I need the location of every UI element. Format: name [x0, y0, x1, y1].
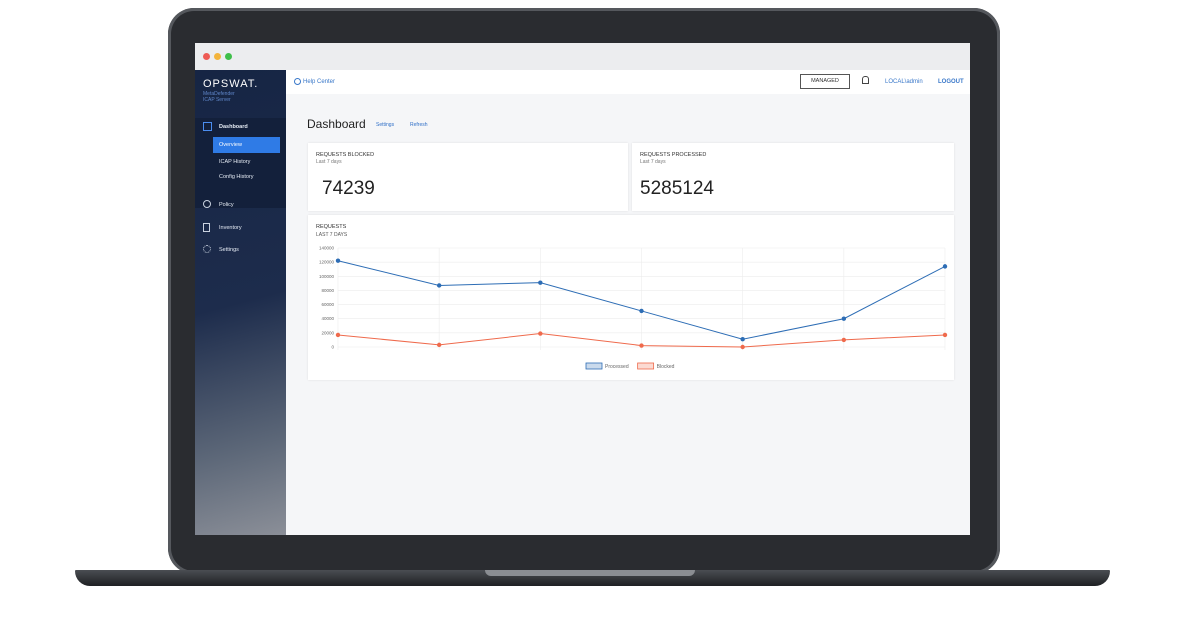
point — [335, 332, 341, 338]
point — [639, 343, 644, 348]
point — [639, 308, 644, 314]
nav-item[interactable]: Inventory — [219, 225, 242, 231]
user[interactable]: LOCAL\admin — [885, 79, 923, 85]
legend-swatch — [637, 362, 655, 370]
header: Help Center MANAGED LOCAL\admin LOGOUT — [286, 70, 970, 95]
stat-card: REQUESTS BLOCKED Last 7 days 74239 — [308, 143, 628, 211]
point — [436, 283, 442, 288]
managed-button[interactable]: MANAGED — [800, 74, 850, 89]
main: Dashboard Settings Refresh REQUESTS BLOC… — [286, 94, 970, 535]
minimize-dot[interactable] — [214, 53, 221, 60]
settings-link[interactable]: Settings — [376, 122, 395, 128]
y-tick-label: 0 — [331, 345, 334, 350]
y-tick-label: 120000 — [319, 260, 335, 265]
help-icon — [294, 78, 301, 85]
y-tick-label: 140000 — [319, 246, 335, 251]
help-link[interactable]: Help Center — [303, 79, 336, 85]
nav-group — [195, 118, 286, 208]
screen: OPSWAT. MetaDefender ICAP Server Dashboa… — [195, 43, 970, 535]
point — [538, 331, 543, 336]
card-title: REQUESTS PROCESSED — [640, 152, 707, 158]
nav-item[interactable]: Settings — [219, 247, 239, 253]
y-tick-label: 40000 — [321, 316, 334, 321]
card-value: 5285124 — [640, 178, 714, 199]
card-subtitle: Last 7 days — [316, 159, 342, 165]
page-title: Dashboard — [307, 117, 366, 131]
nav-subitem[interactable]: Overview — [219, 142, 242, 148]
card-value: 74239 — [322, 178, 375, 199]
chart-subtitle: LAST 7 DAYS — [316, 232, 348, 238]
product: MetaDefender — [203, 91, 235, 97]
brand: OPSWAT. — [203, 78, 259, 90]
y-tick-label: 100000 — [319, 274, 335, 279]
nav-icon — [203, 200, 211, 208]
nav-item[interactable]: Policy — [219, 202, 234, 208]
point — [335, 258, 341, 263]
point — [538, 280, 543, 285]
legend-swatch — [585, 362, 603, 370]
product: ICAP Server — [203, 97, 231, 103]
point — [942, 264, 948, 269]
legend-label: Processed — [605, 364, 629, 370]
card-title: REQUESTS BLOCKED — [316, 152, 375, 158]
chart: REQUESTS LAST 7 DAYS 0 20000 40000 60000 800… — [316, 224, 948, 370]
card-subtitle: Last 7 days — [640, 159, 666, 165]
nav-active — [213, 137, 280, 153]
point — [740, 344, 745, 350]
nav-item[interactable]: Dashboard — [219, 124, 248, 130]
y-tick-label: 20000 — [321, 330, 334, 335]
chart-card: REQUESTS LAST 7 DAYS 0 20000 40000 60000 800… — [308, 215, 954, 380]
laptop-base — [75, 570, 1110, 586]
point — [841, 337, 847, 343]
laptop-notch — [485, 570, 695, 576]
y-tick-label: 80000 — [321, 288, 334, 293]
browser-chrome — [195, 43, 970, 70]
point — [942, 332, 948, 338]
chart-title: REQUESTS — [316, 224, 347, 230]
nav-icon — [203, 223, 210, 232]
stat-card: REQUESTS PROCESSED Last 7 days 5285124 — [632, 143, 954, 211]
point — [740, 337, 745, 342]
refresh-link[interactable]: Refresh — [410, 122, 428, 128]
close-dot[interactable] — [203, 53, 210, 60]
nav-icon — [203, 245, 211, 253]
nav-icon — [203, 122, 212, 131]
point — [841, 316, 847, 321]
point — [436, 342, 442, 348]
y-tick-label: 60000 — [321, 302, 334, 307]
sidebar: OPSWAT. MetaDefender ICAP Server Dashboa… — [195, 70, 286, 535]
nav-subitem[interactable]: Config History — [219, 174, 254, 180]
legend-label: Blocked — [657, 364, 675, 370]
maximize-dot[interactable] — [225, 53, 232, 60]
bell-icon[interactable] — [862, 76, 869, 84]
logout[interactable]: LOGOUT — [938, 79, 964, 85]
nav-subitem[interactable]: ICAP History — [219, 159, 251, 165]
